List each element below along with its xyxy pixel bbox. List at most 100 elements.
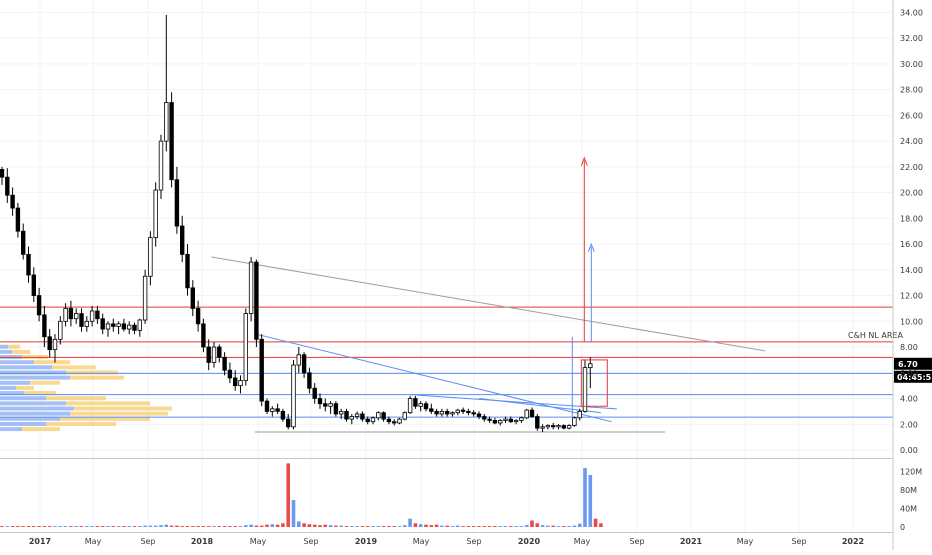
- countdown-label: 04:45:51: [897, 373, 932, 382]
- volume-bar-up: [572, 525, 577, 527]
- volume-bar-down: [429, 525, 434, 527]
- price-tick-label: 8.00: [900, 343, 918, 352]
- volume-bar-down: [535, 523, 540, 527]
- volume-bar-up: [514, 526, 518, 527]
- candle-up: [497, 419, 503, 424]
- candle-up: [349, 416, 354, 420]
- volume-bar-down: [37, 526, 41, 527]
- highlight-box: [580, 359, 608, 407]
- candle-down: [100, 318, 105, 330]
- volume-bar-down: [487, 526, 492, 527]
- volume-profile-bar-down: [66, 370, 118, 375]
- volume-profile-bar-up: [0, 380, 30, 385]
- candle-down: [20, 230, 26, 255]
- candle-up: [153, 189, 158, 239]
- countdown-badge: [894, 370, 932, 383]
- volume-tick-label: 0: [900, 523, 905, 532]
- price-tick-label: 2.00: [900, 420, 918, 429]
- volume-bar-down: [185, 526, 190, 527]
- volume-bar-up: [556, 526, 561, 527]
- candle-up: [296, 354, 301, 366]
- volume-profile-bar-down: [70, 375, 124, 380]
- time-tick-label: May: [737, 537, 754, 546]
- volume-profile-bar-down: [46, 396, 106, 401]
- candle-up: [291, 364, 296, 428]
- volume-profile-bar-up: [0, 391, 24, 396]
- price-tick-label: 32.00: [900, 34, 923, 43]
- candle-down: [217, 346, 222, 358]
- time-tick-label: Sep: [629, 537, 644, 546]
- candle-down: [391, 421, 397, 424]
- volume-bar-down: [0, 526, 4, 527]
- target-arrow-red-head: [580, 156, 588, 166]
- volume-bar-down: [132, 526, 137, 527]
- descending-trendline-gray: [211, 256, 766, 352]
- volume-bar-down: [100, 526, 105, 527]
- price-tick-label: 34.00: [900, 8, 923, 17]
- candle-down: [423, 403, 429, 410]
- volume-bar-down: [196, 526, 200, 527]
- volume-bar-down: [286, 463, 290, 527]
- candle-down: [317, 398, 323, 405]
- grid: [0, 0, 893, 532]
- candle-down: [307, 372, 312, 389]
- candle-down: [264, 400, 270, 412]
- volume-bar-up: [450, 526, 455, 527]
- candle-down: [47, 336, 52, 351]
- candle-up: [407, 398, 413, 414]
- price-tick-label: 20.00: [900, 189, 923, 198]
- price-tick-label: 0.00: [900, 446, 918, 455]
- horizontal-levels: [0, 306, 893, 433]
- volume-bar-down: [551, 525, 555, 527]
- candle-down: [111, 323, 116, 327]
- volume-tick-label: 40M: [900, 504, 917, 513]
- volume-profile-bar-down: [74, 406, 172, 411]
- volume-bar-down: [175, 525, 179, 527]
- volume-bar-up: [418, 524, 423, 527]
- candle-down: [476, 413, 482, 417]
- volume-profile-bar-up: [0, 349, 12, 354]
- volume-bar-down: [254, 525, 259, 527]
- volume-bar-down: [323, 524, 328, 527]
- candle-down: [429, 408, 434, 412]
- candle-down: [206, 346, 211, 363]
- candle-down: [259, 338, 264, 402]
- volume-profile-bar-down: [16, 385, 34, 390]
- volume-bar-down: [413, 523, 418, 527]
- candle-down: [201, 323, 206, 348]
- candle-down: [508, 418, 513, 423]
- candle-down: [232, 377, 238, 387]
- candle-down: [471, 412, 476, 415]
- volume-bar-up: [164, 524, 169, 527]
- volume-tick-label: 80M: [900, 486, 917, 495]
- candle-up: [338, 410, 344, 415]
- volume-bar-down: [95, 526, 100, 527]
- candle-down: [31, 274, 36, 296]
- volume-bar-down: [360, 526, 365, 527]
- volume-profile-bar-down: [46, 421, 116, 426]
- candle-down: [275, 408, 280, 412]
- volume-profile-bar-down: [30, 380, 60, 385]
- volume-profile-bar-down: [34, 360, 70, 365]
- volume-bar-up: [127, 526, 131, 527]
- candle-up: [211, 346, 217, 363]
- candle-down: [169, 102, 174, 181]
- time-tick-label: 2018: [191, 537, 214, 546]
- volume-bar-down: [599, 523, 603, 527]
- volume-bar-down: [482, 526, 487, 527]
- price-tick-label: 6.00: [900, 369, 918, 378]
- candle-up: [566, 425, 572, 429]
- candle-up: [116, 323, 121, 327]
- volume-bar-up: [238, 526, 243, 527]
- price-tick-label: 18.00: [900, 214, 923, 223]
- candle-up: [513, 419, 519, 423]
- candle-up: [455, 409, 460, 414]
- volume-bar-down: [593, 518, 598, 527]
- volume-bar-down: [79, 526, 84, 527]
- descending-trendline-blue-3: [478, 398, 601, 414]
- volume-bar-up: [58, 526, 63, 527]
- volume-bar-down: [307, 524, 312, 527]
- candle-down: [195, 308, 201, 325]
